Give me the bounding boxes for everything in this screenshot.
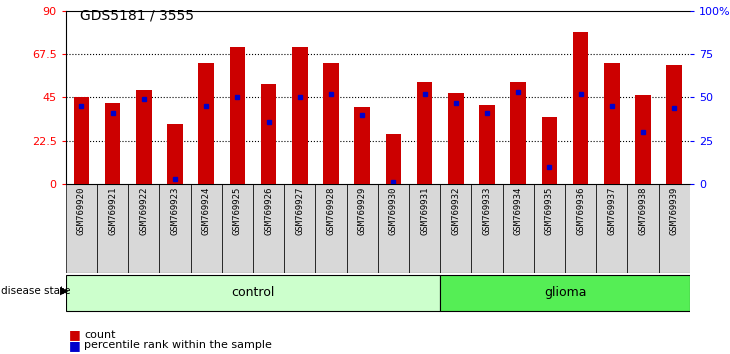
Text: GSM769927: GSM769927	[295, 187, 304, 235]
Bar	[472, 184, 502, 273]
Text: GSM769936: GSM769936	[576, 187, 585, 235]
Text: GSM769928: GSM769928	[326, 187, 336, 235]
Text: control: control	[231, 286, 274, 299]
Text: disease state: disease state	[1, 286, 70, 296]
Text: GSM769934: GSM769934	[514, 187, 523, 235]
Bar	[565, 184, 596, 273]
Bar	[510, 82, 526, 184]
Bar	[74, 97, 89, 184]
Bar	[199, 63, 214, 184]
Bar	[354, 107, 370, 184]
Text: ▶: ▶	[60, 286, 69, 296]
Bar	[440, 184, 472, 273]
Bar	[97, 184, 128, 273]
Bar	[635, 96, 651, 184]
Bar	[479, 105, 495, 184]
Text: GSM769935: GSM769935	[545, 187, 554, 235]
Bar	[385, 134, 402, 184]
Bar	[448, 93, 464, 184]
Bar	[534, 184, 565, 273]
Bar	[542, 116, 557, 184]
Bar	[604, 63, 620, 184]
Bar	[378, 184, 409, 273]
Bar	[292, 47, 307, 184]
Bar	[136, 90, 152, 184]
Text: GSM769929: GSM769929	[358, 187, 366, 235]
Bar	[66, 184, 97, 273]
Text: GSM769924: GSM769924	[201, 187, 211, 235]
Text: GSM769930: GSM769930	[389, 187, 398, 235]
Text: GSM769939: GSM769939	[669, 187, 679, 235]
Bar	[417, 82, 432, 184]
Bar	[222, 184, 253, 273]
Bar	[66, 275, 440, 311]
Text: ■: ■	[69, 339, 81, 352]
Bar	[658, 184, 690, 273]
Text: count: count	[84, 330, 115, 339]
Bar	[627, 184, 658, 273]
Bar	[315, 184, 347, 273]
Text: percentile rank within the sample: percentile rank within the sample	[84, 340, 272, 350]
Bar	[323, 63, 339, 184]
Bar	[666, 64, 682, 184]
Text: GSM769925: GSM769925	[233, 187, 242, 235]
Bar	[409, 184, 440, 273]
Bar	[502, 184, 534, 273]
Bar	[253, 184, 284, 273]
Bar	[229, 47, 245, 184]
Text: ■: ■	[69, 328, 81, 341]
Bar	[440, 275, 690, 311]
Text: GSM769926: GSM769926	[264, 187, 273, 235]
Bar	[347, 184, 378, 273]
Bar	[261, 84, 277, 184]
Text: glioma: glioma	[544, 286, 586, 299]
Bar	[167, 124, 182, 184]
Bar	[191, 184, 222, 273]
Text: GSM769921: GSM769921	[108, 187, 117, 235]
Text: GDS5181 / 3555: GDS5181 / 3555	[80, 9, 194, 23]
Bar	[596, 184, 627, 273]
Text: GSM769920: GSM769920	[77, 187, 86, 235]
Text: GSM769932: GSM769932	[451, 187, 461, 235]
Bar	[104, 103, 120, 184]
Bar	[159, 184, 191, 273]
Bar	[284, 184, 315, 273]
Bar	[573, 32, 588, 184]
Text: GSM769923: GSM769923	[170, 187, 180, 235]
Text: GSM769938: GSM769938	[639, 187, 648, 235]
Bar	[128, 184, 159, 273]
Text: GSM769931: GSM769931	[420, 187, 429, 235]
Text: GSM769937: GSM769937	[607, 187, 616, 235]
Text: GSM769922: GSM769922	[139, 187, 148, 235]
Text: GSM769933: GSM769933	[483, 187, 491, 235]
